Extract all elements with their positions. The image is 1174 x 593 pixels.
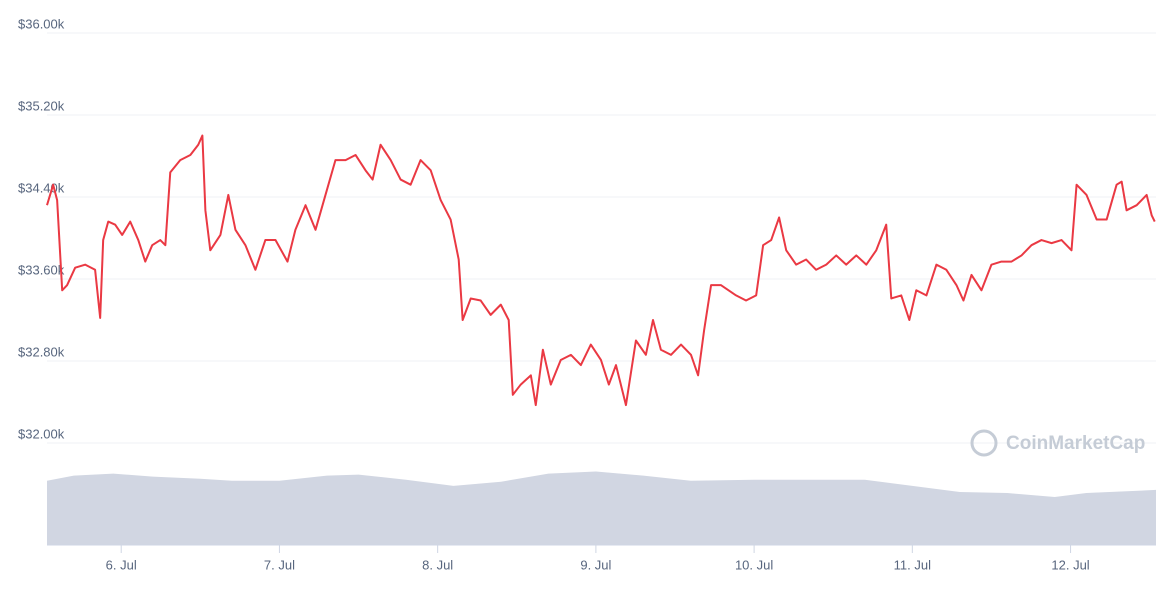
x-tick-label: 12. Jul <box>1051 557 1089 572</box>
x-tick-label: 11. Jul <box>894 557 931 572</box>
x-tick-label: 10. Jul <box>735 557 773 572</box>
x-tick-label: 7. Jul <box>264 557 295 572</box>
price-line <box>46 134 1156 407</box>
x-tick-label: 8. Jul <box>422 557 453 572</box>
watermark-logo <box>970 429 998 457</box>
volume-area <box>47 471 1156 545</box>
y-tick-label: $35.20k <box>18 98 65 113</box>
y-tick-label: $33.60k <box>18 262 65 277</box>
watermark: CoinMarketCap <box>970 429 1145 457</box>
watermark-text: CoinMarketCap <box>1006 433 1145 454</box>
x-tick-label: 9. Jul <box>580 557 611 572</box>
plot: $32.00k $32.80k $33.60k $34.40k $35.20k $36.0… <box>18 16 1156 572</box>
y-tick-label: $32.80k <box>18 344 65 359</box>
y-tick-label: $34.40k <box>18 180 65 195</box>
y-tick-label: $32.00k <box>18 426 65 441</box>
y-tick-label: $36.00k <box>18 16 65 31</box>
x-tick-label: 6. Jul <box>106 557 137 572</box>
